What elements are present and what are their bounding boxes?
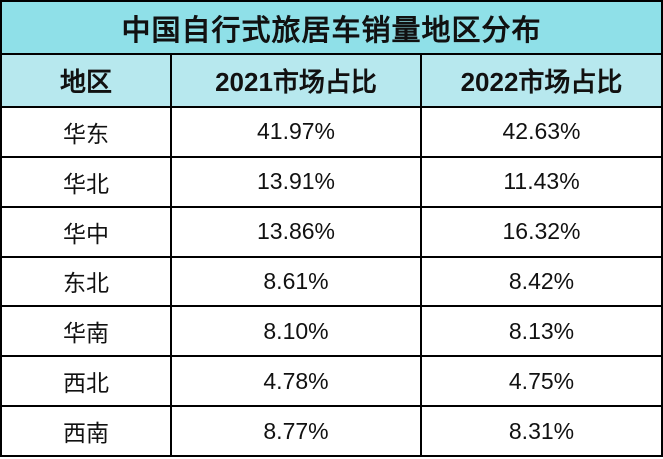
value-xibei-2022: 4.75% — [420, 355, 661, 406]
value-huadong-2021: 41.97% — [170, 106, 420, 156]
column-header-region: 地区 — [2, 53, 170, 106]
value-dongbei-2022: 8.42% — [420, 255, 661, 306]
region-label-xibei: 西北 — [2, 355, 170, 406]
value-huadong-2022: 42.63% — [420, 106, 661, 156]
region-label-huanan: 华南 — [2, 305, 170, 356]
value-dongbei-2021: 8.61% — [170, 255, 420, 306]
value-huabei-2021: 13.91% — [170, 155, 420, 206]
region-label-huadong: 华东 — [2, 106, 170, 156]
region-label-dongbei: 东北 — [2, 255, 170, 306]
value-xibei-2021: 4.78% — [170, 355, 420, 406]
region-label-xinan: 西南 — [2, 405, 170, 455]
value-huanan-2022: 8.13% — [420, 305, 661, 356]
value-huabei-2022: 11.43% — [420, 155, 661, 206]
value-huazhong-2021: 13.86% — [170, 205, 420, 256]
value-huazhong-2022: 16.32% — [420, 205, 661, 256]
region-label-huazhong: 华中 — [2, 205, 170, 256]
value-huanan-2021: 8.10% — [170, 305, 420, 356]
column-header-2021-share: 2021市场占比 — [170, 53, 420, 106]
value-xinan-2022: 8.31% — [420, 405, 661, 455]
region-label-huabei: 华北 — [2, 155, 170, 206]
value-xinan-2021: 8.77% — [170, 405, 420, 455]
table-title: 中国自行式旅居车销量地区分布 — [2, 2, 661, 53]
column-header-2022-share: 2022市场占比 — [420, 53, 661, 106]
